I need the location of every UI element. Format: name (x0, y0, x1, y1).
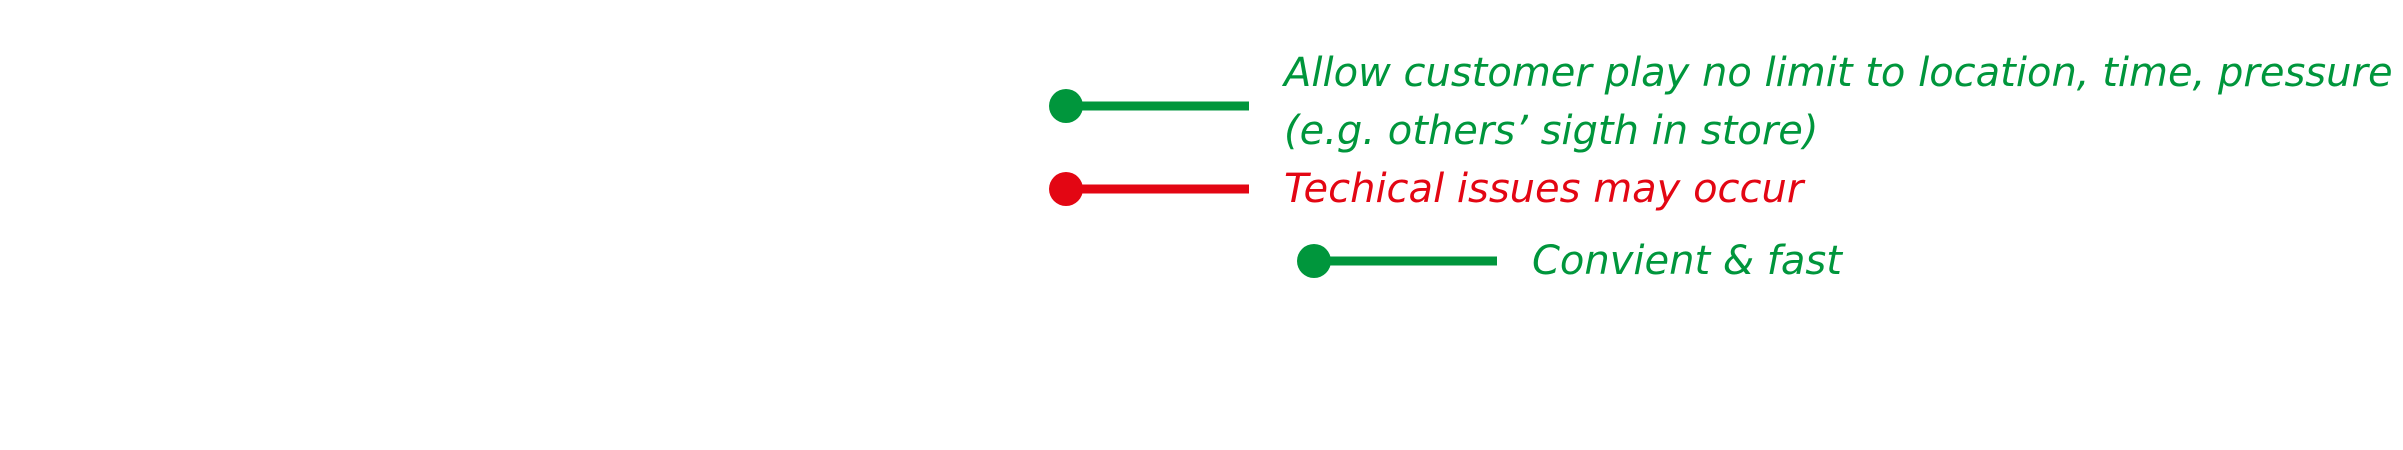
annotation-text-1-line-2: (e.g. others’ sigth in store) (1284, 108, 1819, 154)
annotation-text-2: Techical issues may occur (1284, 166, 1804, 212)
positive-connector-1 (1049, 89, 1249, 123)
negative-connector (1049, 172, 1249, 206)
positive-connector-2 (1297, 244, 1497, 278)
annotation-text-1-line-1: Allow customer play no limit to location… (1284, 50, 2393, 96)
annotation-text-3: Convient & fast (1532, 238, 1842, 284)
